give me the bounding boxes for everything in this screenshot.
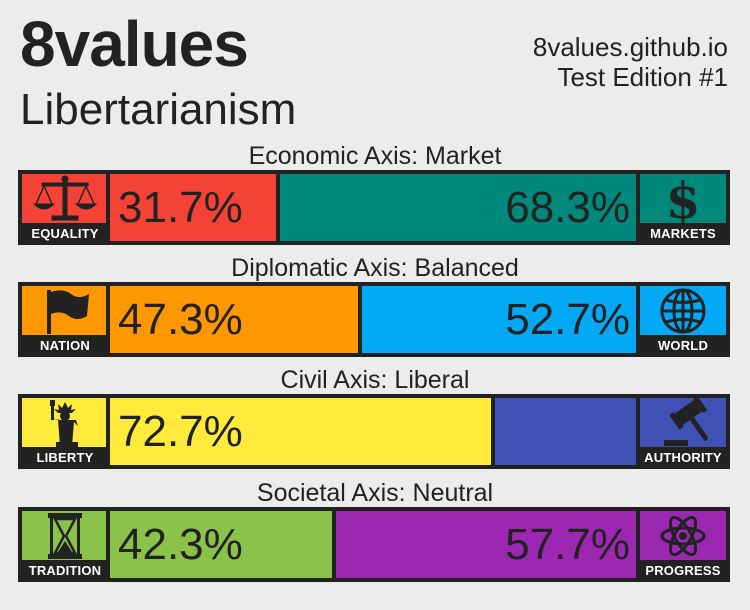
- economic-axis-label: Economic Axis: Market: [248, 142, 502, 170]
- societal-bar: 42.3% 57.7%: [106, 507, 642, 582]
- dollar-icon: $: [640, 174, 726, 224]
- badge-fill: [640, 174, 726, 223]
- diplomatic-bar: 47.3% 52.7%: [106, 282, 642, 357]
- equality-percent: 31.7%: [118, 182, 243, 232]
- progress-percent: 57.7%: [505, 519, 630, 569]
- world-segment: 52.7%: [362, 286, 638, 353]
- liberty-caption: LIBERTY: [36, 450, 94, 465]
- gavel-icon: [640, 397, 726, 447]
- svg-text:$: $: [666, 174, 701, 224]
- diplomatic-axis-label: Diplomatic Axis: Balanced: [231, 254, 519, 282]
- nation-percent: 47.3%: [118, 294, 243, 344]
- civil-axis-row: LIBERTY 72.7%: [18, 394, 730, 469]
- tradition-percent: 42.3%: [118, 519, 243, 569]
- liberty-badge: LIBERTY: [18, 394, 112, 469]
- results-title: 8values: [20, 8, 249, 80]
- world-caption: WORLD: [657, 338, 709, 353]
- statue-of-liberty-icon: [22, 398, 108, 447]
- tradition-badge: TRADITION: [18, 507, 112, 582]
- civil-axis-label: Civil Axis: Liberal: [280, 366, 470, 394]
- liberty-percent: 72.7%: [118, 406, 243, 456]
- authority-badge: AUTHORITY: [636, 394, 730, 469]
- equality-segment: 31.7%: [110, 174, 276, 241]
- equality-caption: EQUALITY: [31, 226, 99, 241]
- globe-icon: [640, 286, 726, 335]
- civil-bar: 72.7%: [106, 394, 642, 469]
- markets-badge: $ MARKETS: [636, 170, 730, 245]
- hourglass-icon: [22, 511, 108, 560]
- authority-caption: AUTHORITY: [644, 450, 722, 465]
- societal-axis-row: TRADITION 42.3% 57.7% PROGRESS: [18, 507, 730, 582]
- markets-segment: 68.3%: [280, 174, 638, 241]
- tradition-segment: 42.3%: [110, 511, 332, 578]
- liberty-segment: 72.7%: [110, 398, 491, 465]
- societal-axis-label: Societal Axis: Neutral: [256, 479, 494, 507]
- nation-badge: NATION: [18, 282, 112, 357]
- diplomatic-axis-row: NATION 47.3% 52.7% WORLD: [18, 282, 730, 357]
- flag-icon: [22, 286, 108, 335]
- nation-caption: NATION: [39, 338, 91, 353]
- world-percent: 52.7%: [505, 294, 630, 344]
- progress-segment: 57.7%: [336, 511, 638, 578]
- authority-segment: [495, 398, 638, 465]
- markets-caption: MARKETS: [650, 226, 716, 241]
- markets-percent: 68.3%: [505, 182, 630, 232]
- economic-axis-row: EQUALITY 31.7% 68.3% $ MARKETS: [18, 170, 730, 245]
- atom-icon: [640, 511, 726, 560]
- world-badge: WORLD: [636, 282, 730, 357]
- nation-segment: 47.3%: [110, 286, 358, 353]
- edition-label: Test Edition #1: [557, 62, 728, 92]
- scales-icon: [22, 174, 108, 223]
- tradition-caption: TRADITION: [28, 563, 102, 578]
- economic-bar: 31.7% 68.3%: [106, 170, 642, 245]
- site-url: 8values.github.io: [532, 32, 728, 62]
- progress-caption: PROGRESS: [645, 563, 721, 578]
- progress-badge: PROGRESS: [636, 507, 730, 582]
- equality-badge: EQUALITY: [18, 170, 112, 245]
- ideology-name: Libertarianism: [20, 85, 297, 134]
